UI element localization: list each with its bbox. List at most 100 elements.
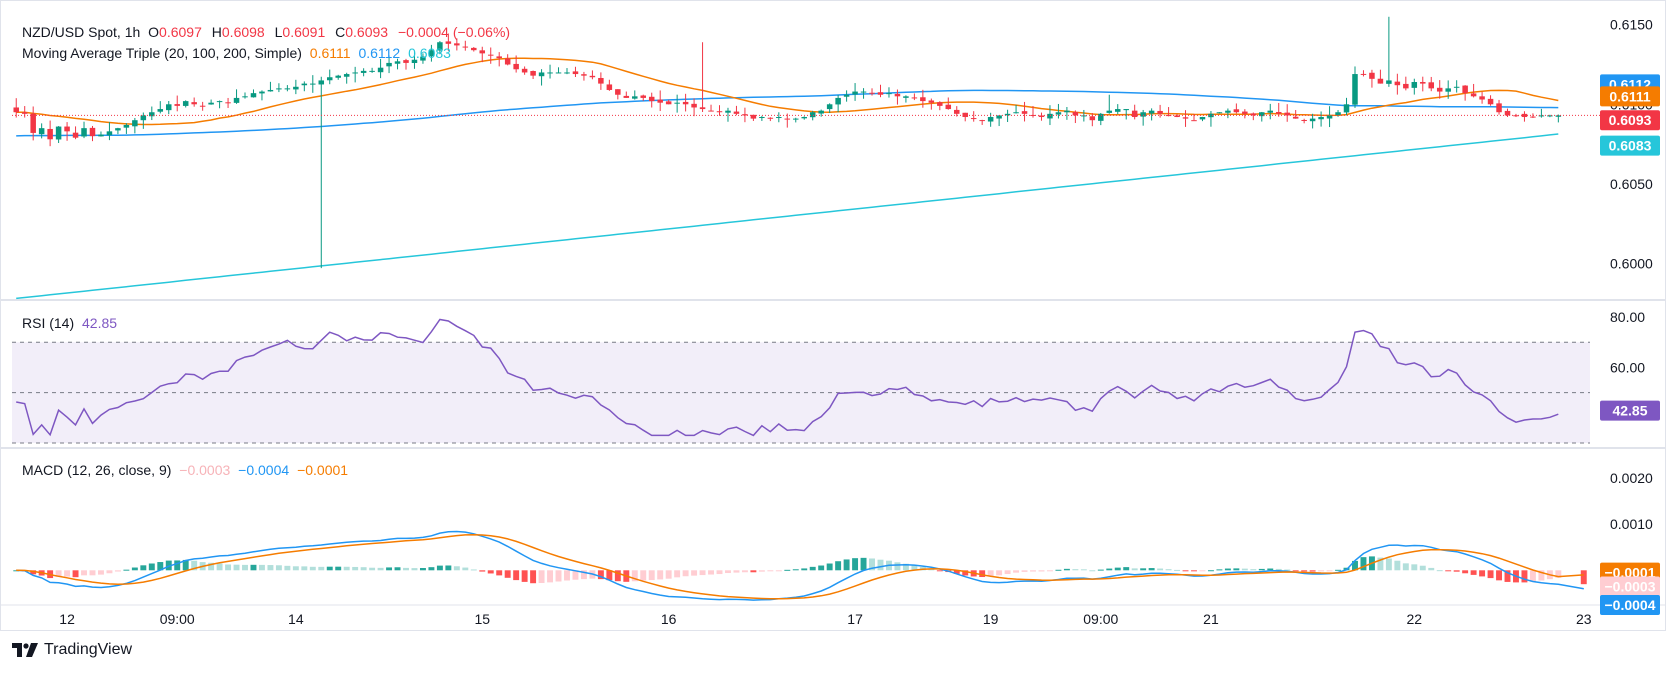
symbol-title[interactable]: NZD/USD Spot, 1h [22,24,141,40]
candle-body[interactable] [1369,72,1375,79]
candle-body[interactable] [1487,98,1494,105]
candle-body[interactable] [784,118,791,120]
candle-body[interactable] [1453,86,1460,88]
candle-body[interactable] [1174,115,1180,118]
candle-body[interactable] [1284,112,1290,116]
candle-body[interactable] [615,89,621,95]
candle-body[interactable] [352,72,358,74]
candle-body[interactable] [1352,74,1358,105]
candle-body[interactable] [149,112,155,117]
candle-body[interactable] [725,110,731,113]
candle-body[interactable] [1030,114,1036,116]
candle-body[interactable] [1445,88,1451,92]
candle-body[interactable] [1140,112,1146,117]
candle-body[interactable] [1420,82,1426,84]
candle-body[interactable] [962,112,968,118]
macd-legend-title[interactable]: MACD (12, 26, close, 9) [22,462,172,478]
candle-body[interactable] [1004,113,1011,116]
candle-body[interactable] [1123,109,1129,111]
candle-body[interactable] [589,75,596,78]
candle-body[interactable] [462,46,469,48]
candle-body[interactable] [1496,103,1502,113]
candle-body[interactable] [691,103,697,108]
candle-body[interactable] [1098,113,1104,121]
candle-body[interactable] [708,110,714,112]
candle-body[interactable] [742,114,748,116]
candle-body[interactable] [776,117,782,119]
candle-body[interactable] [165,104,172,111]
candle-body[interactable] [377,67,384,73]
candle-body[interactable] [428,50,435,57]
candle-body[interactable] [157,109,164,112]
candle-body[interactable] [869,92,875,94]
candle-body[interactable] [1013,112,1019,114]
candle-body[interactable] [1047,113,1053,119]
candle-body[interactable] [903,96,909,98]
candle-body[interactable] [1199,117,1206,120]
candle-body[interactable] [1326,115,1333,119]
candle-body[interactable] [767,117,774,119]
candle-body[interactable] [242,96,248,98]
candle-body[interactable] [1555,115,1562,117]
candle-body[interactable] [479,50,486,54]
candle-body[interactable] [581,74,587,76]
candle-body[interactable] [953,109,960,114]
candle-body[interactable] [945,104,952,110]
candle-body[interactable] [937,102,943,106]
candle-body[interactable] [1547,115,1553,117]
candle-body[interactable] [437,42,443,51]
candle-body[interactable] [632,96,638,99]
candle-body[interactable] [1191,120,1197,122]
candle-body[interactable] [657,99,663,103]
candle-body[interactable] [801,117,807,119]
candle-body[interactable] [648,96,655,102]
candle-body[interactable] [89,127,96,137]
candle-body[interactable] [733,111,740,114]
candle-body[interactable] [487,54,494,56]
candle-body[interactable] [1131,110,1138,118]
candle-body[interactable] [343,74,350,77]
candle-body[interactable] [1530,116,1536,118]
candle-body[interactable] [132,120,138,127]
candle-body[interactable] [1267,110,1274,113]
candle-body[interactable] [1386,80,1392,84]
candle-body[interactable] [123,124,130,128]
candle-body[interactable] [699,107,706,110]
candle-body[interactable] [606,84,613,90]
candle-body[interactable] [1343,104,1350,113]
candle-body[interactable] [1436,87,1443,92]
candle-body[interactable] [276,88,282,90]
candle-body[interactable] [1470,93,1477,97]
candle-body[interactable] [98,134,104,137]
candle-body[interactable] [564,72,570,74]
candle-body[interactable] [394,61,401,64]
candle-body[interactable] [1411,82,1418,88]
candle-body[interactable] [21,112,28,114]
candle-body[interactable] [1106,110,1113,113]
candle-body[interactable] [843,94,850,97]
candle-body[interactable] [326,77,333,81]
candle-body[interactable] [386,62,392,67]
candle-body[interactable] [1292,116,1299,119]
candle-body[interactable] [1335,112,1341,116]
candle-body[interactable] [860,91,867,93]
candle-body[interactable] [894,93,901,97]
candle-body[interactable] [1072,112,1079,116]
candle-body[interactable] [674,102,680,104]
candle-body[interactable] [72,132,79,138]
candle-body[interactable] [420,56,426,61]
candle-body[interactable] [318,80,325,85]
candle-body[interactable] [1038,115,1045,118]
candle-body[interactable] [1275,111,1282,114]
candle-body[interactable] [64,126,70,132]
candle-body[interactable] [1309,118,1316,122]
candle-body[interactable] [216,101,223,103]
candle-body[interactable] [750,114,757,119]
candle-body[interactable] [521,68,528,73]
candle-body[interactable] [1208,113,1214,118]
candle-body[interactable] [55,126,62,140]
candle-body[interactable] [1064,110,1070,113]
ma-legend-title[interactable]: Moving Average Triple (20, 100, 200, Sim… [22,45,302,61]
candle-body[interactable] [555,72,562,74]
